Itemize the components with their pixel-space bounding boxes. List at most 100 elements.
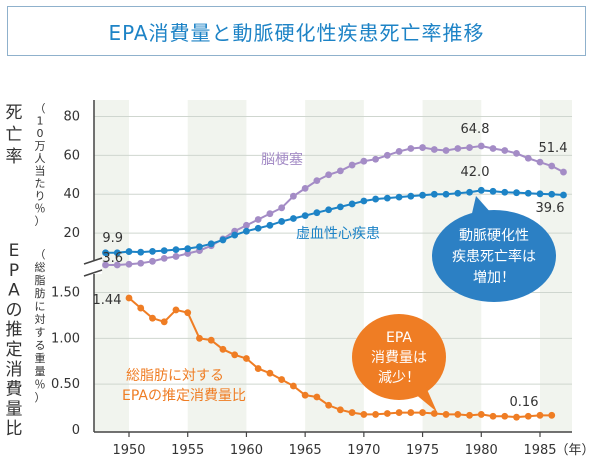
data-point <box>137 248 145 256</box>
data-point <box>489 145 497 152</box>
data-point <box>301 184 309 192</box>
data-point <box>442 190 450 198</box>
y-axis-title-char: 対 <box>35 312 46 326</box>
data-point <box>430 190 438 198</box>
data-point <box>231 351 239 359</box>
data-point <box>466 144 473 151</box>
data-point <box>172 306 180 314</box>
data-point <box>513 149 520 157</box>
data-point <box>184 250 192 257</box>
series-label: EPAの推定消費量比 <box>122 388 246 404</box>
data-point <box>254 365 262 372</box>
data-point <box>395 193 403 201</box>
x-axis-unit: （年） <box>555 443 594 458</box>
y-axis-title-char: 万 <box>35 140 46 153</box>
y-axis-title-char: 総 <box>35 260 46 274</box>
y-tick-label: 40 <box>63 187 80 202</box>
y-axis-title-char: た <box>35 177 46 190</box>
data-point <box>313 177 321 185</box>
data-point <box>383 410 391 417</box>
data-point <box>137 259 145 267</box>
data-point <box>219 236 227 244</box>
data-point <box>548 411 556 419</box>
x-tick-label: 1980 <box>465 443 498 458</box>
y-axis-title-char: 脂 <box>35 273 46 287</box>
y-axis-title-char: E <box>9 241 20 261</box>
data-point <box>336 406 344 414</box>
x-tick-label: 1975 <box>406 443 439 458</box>
y-axis-title-char: 1 <box>37 115 44 128</box>
x-tick-label: 1960 <box>230 443 263 458</box>
data-point <box>407 409 415 416</box>
data-point <box>407 145 415 152</box>
data-label: 51.4 <box>539 141 568 156</box>
data-point <box>137 304 145 312</box>
y-axis-title-char: 量 <box>35 365 46 378</box>
data-point <box>348 409 356 416</box>
data-point <box>548 162 556 170</box>
data-point <box>524 412 532 420</box>
data-point <box>348 161 356 169</box>
data-point <box>243 355 250 362</box>
data-point <box>489 187 497 195</box>
data-point <box>290 382 297 390</box>
bubble-text: 増加！ <box>473 270 515 286</box>
data-point <box>113 249 121 257</box>
data-point <box>501 412 509 420</box>
bubble-text: EPA <box>386 330 412 346</box>
data-point <box>149 247 156 255</box>
data-point <box>196 243 203 251</box>
y-axis-title-top: 死亡率 <box>6 103 23 167</box>
data-point <box>160 318 168 326</box>
y-axis-title-char: 重 <box>35 351 46 365</box>
data-point <box>125 248 133 255</box>
data-point <box>466 411 473 419</box>
y-axis-title-char: 死 <box>6 103 23 123</box>
data-point <box>313 393 321 401</box>
data-point <box>278 218 286 225</box>
x-tick-label: 1985 <box>523 443 556 458</box>
data-point <box>113 261 121 269</box>
y-axis-title-char: 定 <box>6 340 23 360</box>
data-point <box>501 188 509 196</box>
data-point <box>149 257 156 265</box>
data-point <box>290 215 297 222</box>
data-point <box>536 190 544 198</box>
data-point <box>548 190 556 198</box>
y-axis-title-char: ％ <box>35 378 46 391</box>
y-axis-title-char: 量 <box>6 399 23 419</box>
data-point <box>266 210 274 218</box>
y-axis-title-char: 人 <box>35 152 46 165</box>
data-point <box>313 209 321 217</box>
x-tick-label: 1950 <box>112 443 145 458</box>
data-point <box>383 151 391 159</box>
data-point <box>466 188 473 196</box>
data-point <box>536 411 544 419</box>
y-axis-title-char: る <box>35 339 46 352</box>
data-point <box>383 194 391 202</box>
y-axis-title-char: P <box>9 261 19 281</box>
series-label: 脳梗塞 <box>261 151 303 168</box>
y-axis-title-char: 0 <box>37 127 44 140</box>
data-point <box>501 147 509 154</box>
data-point <box>266 369 274 377</box>
y-axis-title-char: （ <box>35 102 46 115</box>
data-point <box>172 246 180 254</box>
y-axis-title-char: 比 <box>6 419 23 439</box>
data-point <box>102 249 109 257</box>
data-point <box>360 157 368 165</box>
data-point <box>243 227 250 235</box>
data-point <box>454 189 462 197</box>
y-axis-title-char: の <box>6 300 23 320</box>
data-point <box>407 192 415 200</box>
data-point <box>477 411 485 418</box>
data-point <box>219 345 227 353</box>
data-point <box>524 154 532 162</box>
y-axis-title-char: 当 <box>35 164 46 178</box>
y-axis-title-char: す <box>35 326 46 339</box>
y-axis-title-char: 亡 <box>6 125 23 145</box>
data-point <box>372 155 379 163</box>
data-point <box>430 146 438 153</box>
